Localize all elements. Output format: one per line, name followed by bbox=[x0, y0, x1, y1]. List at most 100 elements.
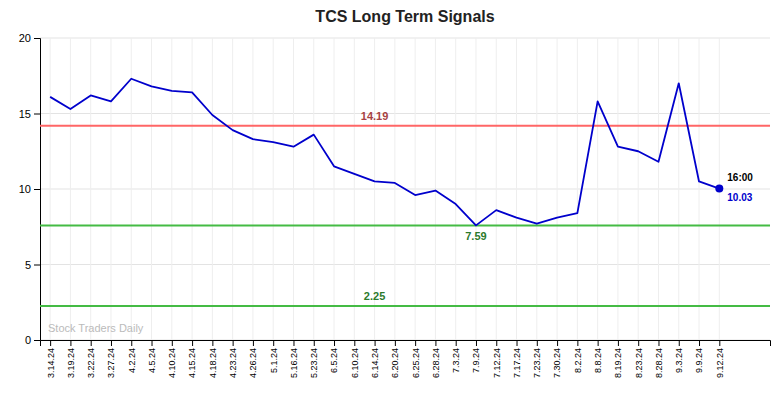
x-tick-label: 8.23.24 bbox=[634, 348, 644, 378]
x-tick-mark bbox=[658, 340, 659, 346]
x-tick-mark bbox=[334, 340, 335, 346]
grid-line-x bbox=[455, 38, 456, 340]
x-tick: 8.23.24 bbox=[634, 340, 644, 378]
x-tick-mark bbox=[375, 340, 376, 346]
x-tick-mark bbox=[253, 340, 254, 346]
x-tick-label: 8.2.24 bbox=[573, 348, 583, 373]
x-tick-mark bbox=[314, 340, 315, 346]
grid-line-x bbox=[577, 38, 578, 340]
price-line bbox=[50, 79, 719, 226]
x-tick-mark bbox=[354, 340, 355, 346]
x-tick: 6.25.24 bbox=[411, 340, 421, 378]
x-tick-mark bbox=[598, 340, 599, 346]
x-tick: 4.5.24 bbox=[147, 340, 157, 373]
grid-line-x bbox=[354, 38, 355, 340]
x-tick: 8.28.24 bbox=[654, 340, 664, 378]
y-tick-mark bbox=[34, 340, 40, 341]
x-tick-label: 6.5.24 bbox=[329, 348, 339, 373]
x-tick-label: 6.28.24 bbox=[431, 348, 441, 378]
plot-area bbox=[40, 79, 770, 306]
x-tick-label: 6.25.24 bbox=[411, 348, 421, 378]
x-tick-mark bbox=[212, 340, 213, 346]
x-tick: 7.12.24 bbox=[492, 340, 502, 378]
grid-line-x bbox=[293, 38, 294, 340]
x-tick: 7.9.24 bbox=[471, 340, 481, 373]
grid-line-x bbox=[516, 38, 517, 340]
x-tick-label: 6.20.24 bbox=[390, 348, 400, 378]
x-tick-label: 4.5.24 bbox=[147, 348, 157, 373]
x-tick-mark bbox=[496, 340, 497, 346]
grid-line-x bbox=[50, 38, 51, 340]
x-tick: 7.3.24 bbox=[451, 340, 461, 373]
grid bbox=[40, 38, 770, 340]
x-tick: 7.23.24 bbox=[532, 340, 542, 378]
grid-line-y bbox=[40, 38, 770, 39]
grid-line-x bbox=[415, 38, 416, 340]
x-tick-label: 9.12.24 bbox=[715, 348, 725, 378]
grid-line-x bbox=[192, 38, 193, 340]
y-tick-mark bbox=[34, 38, 40, 39]
grid-line-x bbox=[334, 38, 335, 340]
x-tick: 9.12.24 bbox=[715, 340, 725, 378]
grid-line-x bbox=[90, 38, 91, 340]
y-tick-label: 0 bbox=[25, 334, 31, 346]
signal-line bbox=[40, 305, 770, 307]
x-axis: 3.14.24 3.19.24 3.22.24 3.27.24 4.2.24 4.5.24… bbox=[41, 340, 771, 378]
x-tick-mark bbox=[517, 340, 518, 346]
x-tick-label: 7.12.24 bbox=[492, 348, 502, 378]
y-tick-label: 20 bbox=[19, 32, 31, 44]
x-tick: 5.1.24 bbox=[269, 340, 279, 373]
y-tick: 15 bbox=[19, 108, 40, 120]
x-tick: 4.10.24 bbox=[167, 340, 177, 378]
grid-line-x bbox=[638, 38, 639, 340]
x-tick-label: 4.2.24 bbox=[127, 348, 137, 373]
x-tick-mark bbox=[719, 340, 720, 346]
x-tick-label: 3.22.24 bbox=[86, 348, 96, 378]
x-tick: 3.14.24 bbox=[46, 340, 56, 378]
y-tick: 5 bbox=[25, 259, 40, 271]
grid-line-y bbox=[40, 264, 770, 265]
x-tick-mark bbox=[699, 340, 700, 346]
grid-line-x bbox=[658, 38, 659, 340]
y-tick-label: 15 bbox=[19, 108, 31, 120]
x-tick: 4.18.24 bbox=[208, 340, 218, 378]
signal-line bbox=[40, 125, 770, 127]
x-tick-mark bbox=[50, 340, 51, 346]
grid-line-x bbox=[273, 38, 274, 340]
x-tick-mark bbox=[638, 340, 639, 346]
x-tick-label: 5.1.24 bbox=[269, 348, 279, 373]
x-tick-mark bbox=[537, 340, 538, 346]
x-tick: 6.5.24 bbox=[329, 340, 339, 373]
grid-line-x bbox=[557, 38, 558, 340]
x-tick-label: 3.19.24 bbox=[66, 348, 76, 378]
x-tick-mark bbox=[111, 340, 112, 346]
grid-line-x bbox=[70, 38, 71, 340]
grid-line-x bbox=[597, 38, 598, 340]
grid-line-x bbox=[171, 38, 172, 340]
signal-label: 7.59 bbox=[465, 230, 486, 242]
x-tick: 9.3.24 bbox=[674, 340, 684, 373]
x-tick: 7.30.24 bbox=[552, 340, 562, 378]
grid-line-x bbox=[496, 38, 497, 340]
x-tick-label: 8.19.24 bbox=[613, 348, 623, 378]
x-tick: 6.28.24 bbox=[431, 340, 441, 378]
x-tick-mark bbox=[557, 340, 558, 346]
y-tick-mark bbox=[34, 114, 40, 115]
grid-line-x bbox=[394, 38, 395, 340]
x-axis-line bbox=[41, 341, 771, 347]
last-value-label: 10.03 bbox=[727, 192, 752, 203]
grid-line-x bbox=[212, 38, 213, 340]
x-tick-mark bbox=[233, 340, 234, 346]
x-tick: 3.27.24 bbox=[106, 340, 116, 378]
x-tick: 4.23.24 bbox=[228, 340, 238, 378]
x-tick: 6.10.24 bbox=[350, 340, 360, 378]
y-tick: 0 bbox=[25, 334, 40, 346]
x-tick-mark bbox=[152, 340, 153, 346]
grid-line-x bbox=[151, 38, 152, 340]
x-tick-label: 7.30.24 bbox=[552, 348, 562, 378]
y-tick: 10 bbox=[19, 183, 40, 195]
x-tick-label: 7.3.24 bbox=[451, 348, 461, 373]
signal-label: 2.25 bbox=[364, 290, 385, 302]
x-tick-label: 4.18.24 bbox=[208, 348, 218, 378]
x-tick-label: 8.28.24 bbox=[654, 348, 664, 378]
